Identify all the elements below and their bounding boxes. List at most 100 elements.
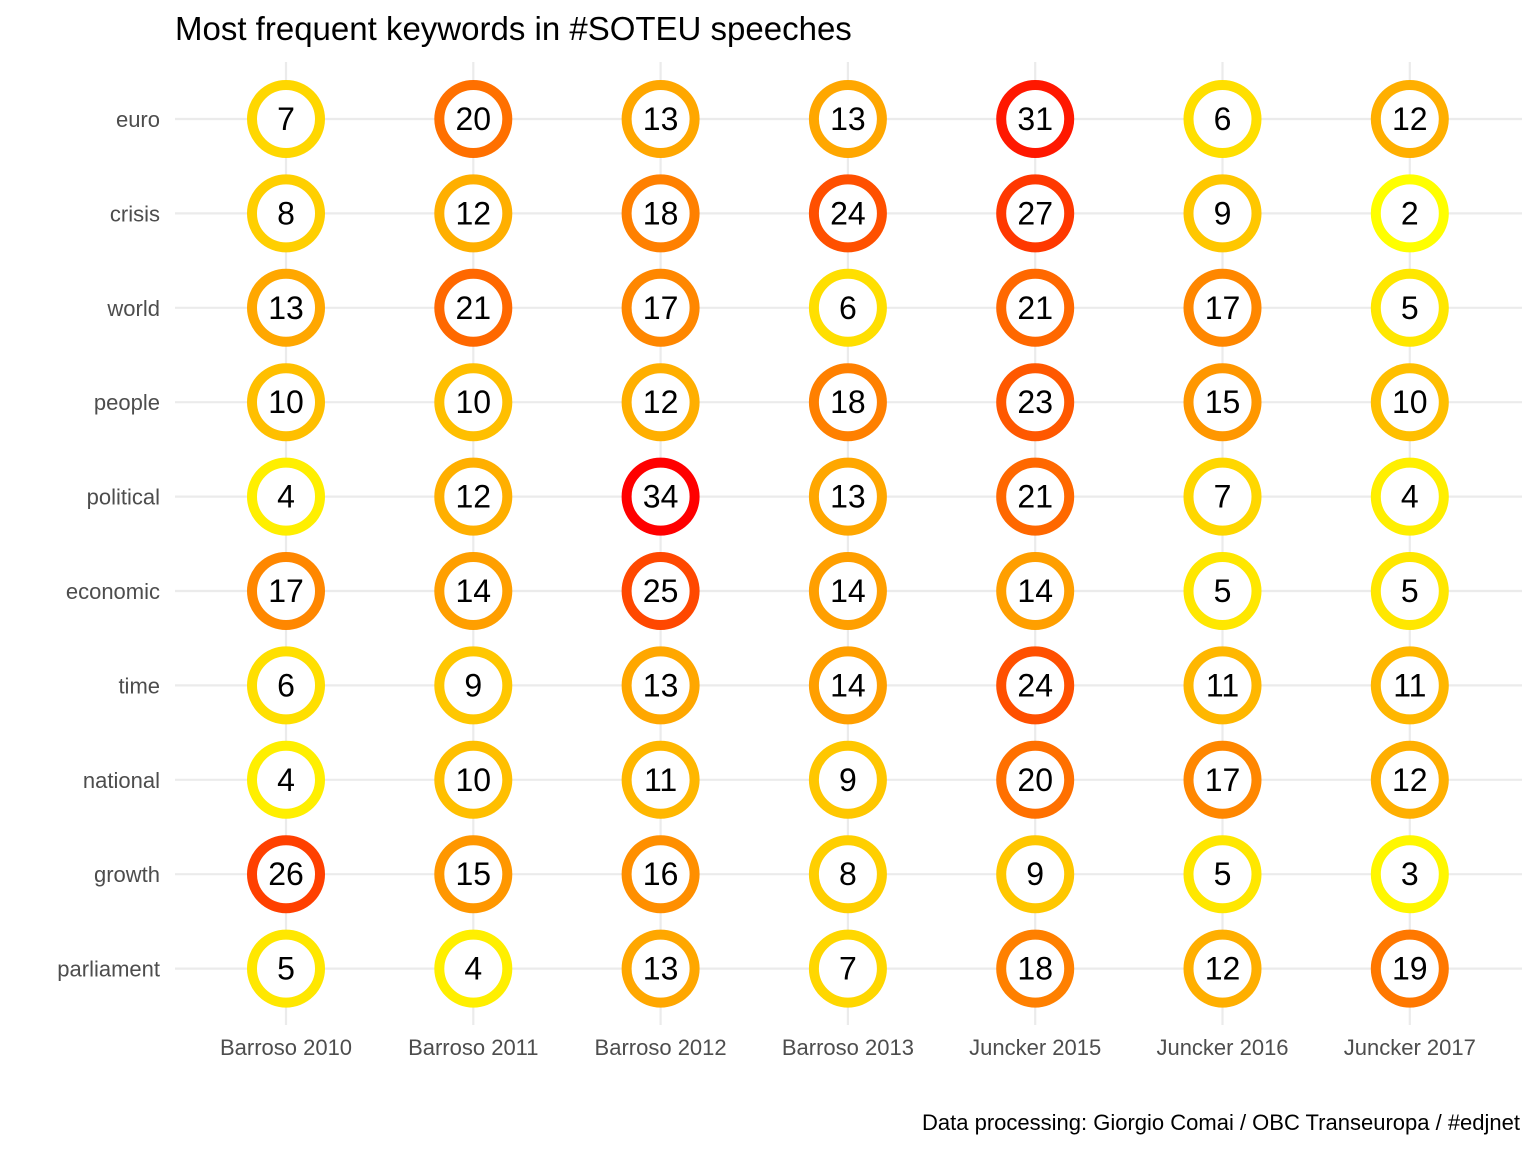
x-axis-tick-labels: Barroso 2010 Barroso 2011 Barroso 2012 Barr… [220,1035,1476,1060]
heatmap-cell: 21 [434,268,513,347]
value-ring [808,363,887,442]
cell-value-label: 17 [268,573,304,609]
cell-value-label: 16 [643,856,679,892]
value-ring [434,646,513,725]
heatmap-cell: 6 [808,268,887,347]
value-ring [1183,646,1262,725]
heatmap-cell: 13 [621,929,700,1008]
value-ring [434,929,513,1008]
value-ring [247,174,325,253]
heatmap-cell: 31 [996,80,1075,158]
heatmap-cell: 9 [808,740,887,819]
heatmap-cell: 21 [996,268,1075,347]
cell-value-label: 11 [1393,667,1426,703]
x-tick-label: Barroso 2011 [408,1035,538,1060]
y-tick-label: euro [116,107,160,132]
cell-value-label: 5 [1401,290,1419,326]
cell-value-label: 15 [456,856,492,892]
heatmap-cells: 7 20 13 13 31 6 128 12 18 24 27 9 213 21 17 6 21 17 510 10 1… [247,80,1449,1008]
heatmap-cell: 20 [996,740,1075,819]
heatmap-cell: 17 [621,268,700,347]
heatmap-cell: 24 [808,174,887,253]
value-ring [247,740,325,819]
cell-value-label: 21 [1017,290,1053,326]
cell-value-label: 14 [1017,573,1053,609]
value-ring [621,363,700,442]
value-ring [808,174,887,253]
heatmap-cell: 21 [996,457,1075,536]
heatmap-cell: 2 [1370,174,1449,253]
heatmap-cell: 26 [247,835,325,914]
heatmap-cell: 18 [808,363,887,442]
x-tick-label: Barroso 2012 [595,1035,727,1060]
cell-value-label: 6 [277,667,295,703]
cell-value-label: 12 [1392,101,1428,137]
heatmap-cell: 18 [996,929,1075,1008]
heatmap-cell: 19 [1370,929,1449,1008]
heatmap-cell: 24 [996,646,1075,725]
value-ring [1370,80,1449,158]
heatmap-cell: 13 [621,646,700,725]
value-ring [434,80,513,158]
y-tick-label: national [83,768,160,793]
value-ring [621,646,700,725]
value-ring [621,174,700,253]
heatmap-cell: 16 [621,835,700,914]
heatmap-cell: 8 [808,835,887,914]
cell-value-label: 24 [1017,667,1053,703]
cell-value-label: 5 [1214,573,1232,609]
cell-value-label: 13 [643,101,679,137]
value-ring [996,457,1075,536]
heatmap-cell: 17 [247,552,325,630]
cell-value-label: 4 [277,479,295,515]
heatmap-cell: 25 [621,552,700,630]
value-ring [1183,174,1262,253]
value-ring [1183,929,1262,1008]
value-ring [247,363,325,442]
y-tick-label: world [106,296,160,321]
cell-value-label: 14 [830,573,866,609]
heatmap-cell: 9 [1183,174,1262,253]
cell-value-label: 14 [830,667,866,703]
value-ring [1183,363,1262,442]
cell-value-label: 15 [1205,384,1241,420]
cell-value-label: 9 [1026,856,1044,892]
cell-value-label: 12 [1392,762,1428,798]
cell-value-label: 5 [277,951,295,987]
cell-value-label: 8 [839,856,857,892]
cell-value-label: 6 [839,290,857,326]
cell-value-label: 7 [839,951,857,987]
heatmap-cell: 11 [1183,646,1262,725]
value-ring [621,457,700,536]
value-ring [1183,835,1262,914]
value-ring [621,929,700,1008]
value-ring [808,929,887,1008]
cell-value-label: 4 [1401,479,1419,515]
value-ring [621,835,700,914]
value-ring [247,552,325,630]
chart-title: Most frequent keywords in #SOTEU speeche… [175,10,852,47]
value-ring [247,646,325,725]
heatmap-cell: 34 [621,457,700,536]
y-tick-label: political [87,485,160,510]
value-ring [1183,457,1262,536]
y-axis-tick-labels: euro crisis world people political economic ti… [57,107,160,982]
value-ring [247,929,325,1008]
value-ring [1370,835,1449,914]
heatmap-cell: 7 [1183,457,1262,536]
value-ring [996,552,1075,630]
cell-value-label: 13 [643,951,679,987]
y-tick-label: people [94,390,160,415]
heatmap-cell: 8 [247,174,325,253]
value-ring [1183,268,1262,347]
heatmap-cell: 5 [247,929,325,1008]
heatmap-cell: 17 [1183,740,1262,819]
heatmap-cell: 12 [1183,929,1262,1008]
cell-value-label: 23 [1017,384,1053,420]
cell-value-label: 3 [1401,856,1419,892]
cell-value-label: 11 [644,762,677,798]
value-ring [247,457,325,536]
value-ring [996,174,1075,253]
heatmap-cell: 13 [247,268,325,347]
